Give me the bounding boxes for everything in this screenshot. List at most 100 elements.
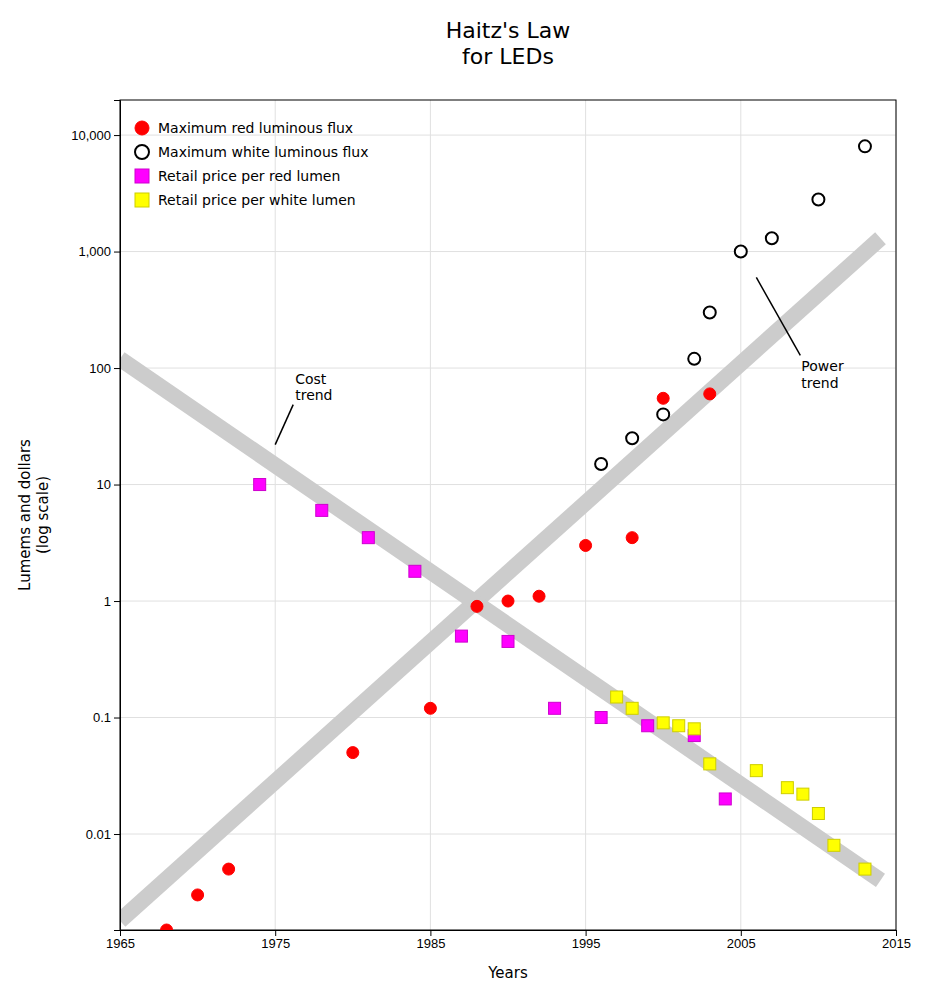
y-tick-label: 10,000 bbox=[71, 128, 111, 143]
point bbox=[812, 193, 824, 205]
trend-line bbox=[120, 238, 880, 920]
point bbox=[626, 532, 638, 544]
x-tick-mark bbox=[430, 930, 431, 936]
y-tick: 10,000 bbox=[71, 128, 120, 143]
point bbox=[642, 720, 654, 732]
x-tick-mark bbox=[275, 930, 276, 936]
legend-marker bbox=[135, 145, 149, 159]
y-tick-label: 100 bbox=[89, 361, 111, 376]
grid-line-y bbox=[120, 368, 896, 369]
x-tick-label: 1985 bbox=[416, 936, 445, 951]
point bbox=[797, 788, 809, 800]
x-axis-line bbox=[121, 931, 897, 937]
point bbox=[455, 630, 467, 642]
x-tick: 1985 bbox=[416, 930, 445, 951]
y-tick: 1 bbox=[104, 594, 120, 609]
text-line: (log scale) bbox=[34, 476, 52, 554]
legend-label: Maximum white luminous flux bbox=[158, 144, 369, 160]
y-tick: 10 bbox=[97, 477, 120, 492]
trend-line bbox=[120, 359, 880, 881]
y-tick-label: 1 bbox=[104, 594, 111, 609]
x-tick: 1975 bbox=[261, 930, 290, 951]
y-axis: 0.01 0.1 1 10 100 1,000 10,000 bbox=[71, 101, 120, 931]
plot: 1965 1975 1985 1995 2005 2015 0.01 0.1 1 10 100 1,0… bbox=[71, 100, 911, 951]
annotations: Costtrend Power trend bbox=[275, 277, 844, 444]
point bbox=[688, 723, 700, 735]
y-tick: 100 bbox=[89, 361, 120, 376]
y-tick: 1,000 bbox=[78, 244, 120, 259]
annotation: Costtrend bbox=[295, 371, 332, 404]
legend-marker bbox=[135, 193, 149, 207]
point bbox=[859, 140, 871, 152]
annotation-line bbox=[756, 277, 800, 355]
point bbox=[657, 408, 669, 420]
point bbox=[704, 758, 716, 770]
grid-line-y bbox=[120, 484, 896, 485]
point bbox=[362, 532, 374, 544]
y-tick-mark bbox=[114, 601, 120, 602]
point bbox=[735, 246, 747, 258]
point bbox=[595, 712, 607, 724]
point bbox=[828, 839, 840, 851]
x-tick: 1965 bbox=[106, 930, 135, 951]
point bbox=[471, 600, 483, 612]
point bbox=[704, 388, 716, 400]
y-tick-mark bbox=[114, 252, 120, 253]
point bbox=[812, 808, 824, 820]
grid-line-x bbox=[585, 100, 586, 930]
y-tick-label: 0.1 bbox=[93, 710, 111, 725]
x-tick: 1995 bbox=[572, 930, 601, 951]
x-tick-label: 2005 bbox=[727, 936, 756, 951]
text-line: Years bbox=[487, 964, 528, 982]
x-axis-title: Years bbox=[487, 964, 528, 982]
point bbox=[626, 702, 638, 714]
point bbox=[657, 717, 669, 729]
point bbox=[502, 595, 514, 607]
point bbox=[502, 635, 514, 647]
legend-entry: Maximum red luminous flux bbox=[135, 120, 353, 136]
point bbox=[316, 504, 328, 516]
point bbox=[704, 306, 716, 318]
text-line: Power bbox=[801, 358, 844, 374]
text-line: Lumems and dollars bbox=[16, 439, 34, 591]
y-axis-line bbox=[114, 101, 121, 931]
y-tick-mark bbox=[114, 718, 120, 719]
y-tick-mark bbox=[114, 485, 120, 486]
y-axis-title: Lumems and dollars(log scale) bbox=[16, 439, 52, 591]
series bbox=[161, 388, 716, 930]
grid-line-x bbox=[430, 100, 431, 930]
y-tick: 0.1 bbox=[93, 710, 120, 725]
y-tick-label: 1,000 bbox=[78, 244, 111, 259]
text-line: Cost bbox=[295, 371, 327, 387]
series bbox=[254, 479, 732, 805]
point bbox=[409, 565, 421, 577]
legend-entry: Retail price per white lumen bbox=[135, 192, 356, 208]
y-tick-mark bbox=[114, 135, 120, 136]
x-tick-mark bbox=[896, 930, 897, 936]
grid-line-x bbox=[740, 100, 741, 930]
legend-label: Maximum red luminous flux bbox=[158, 120, 353, 136]
text-line: trend bbox=[295, 387, 332, 403]
chart: 1965 1975 1985 1995 2005 2015 0.01 0.1 1 10 100 1,0… bbox=[0, 0, 936, 1000]
legend-label: Retail price per red lumen bbox=[158, 168, 340, 184]
y-tick: 0.01 bbox=[86, 827, 120, 842]
point bbox=[595, 458, 607, 470]
point bbox=[781, 782, 793, 794]
series bbox=[611, 691, 871, 875]
legend: Maximum red luminous flux Maximum white l… bbox=[135, 120, 369, 208]
point bbox=[533, 590, 545, 602]
x-tick-mark bbox=[586, 930, 587, 936]
grid bbox=[120, 100, 896, 930]
point bbox=[626, 432, 638, 444]
x-axis: 1965 1975 1985 1995 2005 2015 bbox=[106, 930, 911, 951]
plot-frame bbox=[120, 100, 896, 930]
x-tick: 2005 bbox=[727, 930, 756, 951]
point bbox=[657, 392, 669, 404]
point bbox=[192, 889, 204, 901]
x-tick-label: 1995 bbox=[572, 936, 601, 951]
x-tick-label: 1975 bbox=[261, 936, 290, 951]
grid-line-y bbox=[120, 717, 896, 718]
point bbox=[347, 747, 359, 759]
x-tick-label: 2015 bbox=[882, 936, 911, 951]
point bbox=[719, 793, 731, 805]
